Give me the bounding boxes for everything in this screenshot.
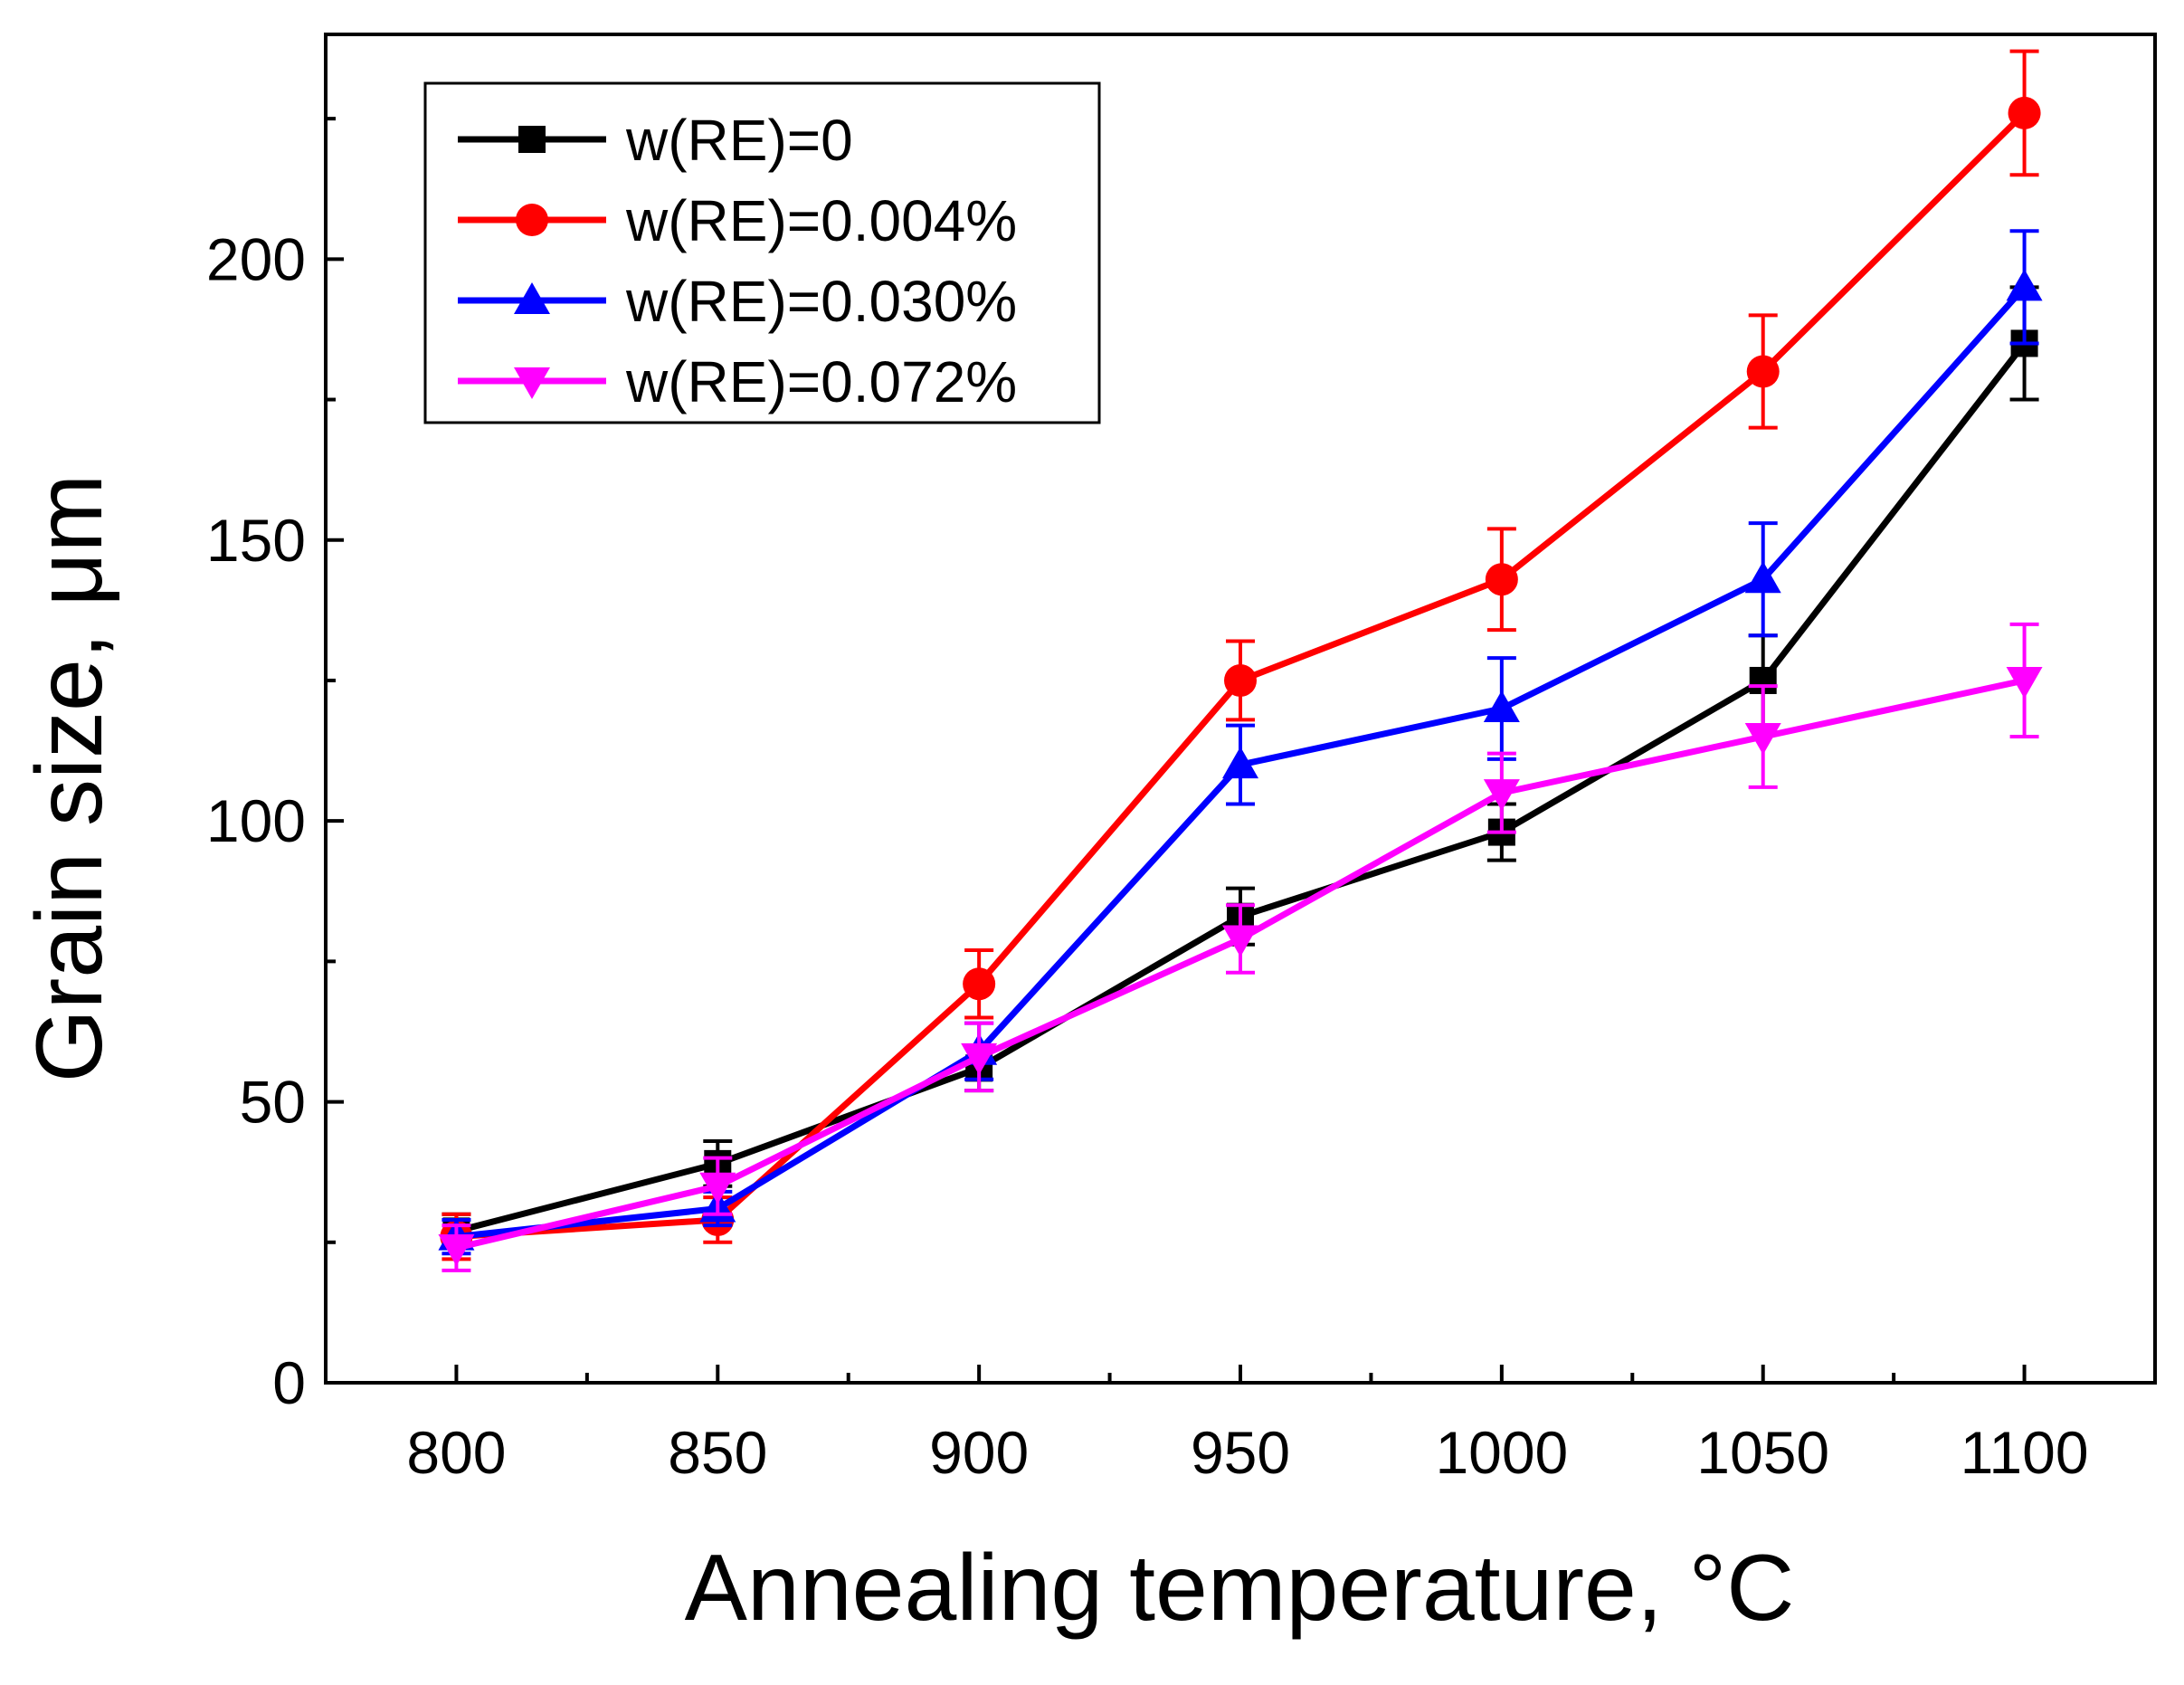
data-point-3-3 (1222, 925, 1258, 957)
data-point-3-0 (438, 1234, 475, 1266)
data-point-1-2 (963, 967, 996, 1001)
y-tick-label-0: 0 (272, 1349, 306, 1416)
x-tick-label-6: 1100 (1961, 1419, 2089, 1486)
legend-label-3: w(RE)=0.072% (625, 349, 1017, 414)
x-tick-label-3: 950 (1191, 1419, 1290, 1486)
y-tick-label-2: 100 (206, 787, 306, 854)
legend: w(RE)=0 w(RE)=0.004% w(RE)=0.030% w(RE)=0.0… (423, 81, 1101, 424)
y-tick-label-1: 50 (240, 1069, 306, 1136)
data-point-2-6 (2006, 269, 2043, 301)
series-layer (438, 49, 2043, 1272)
legend-marker-1 (516, 204, 548, 236)
data-point-1-6 (2008, 96, 2041, 129)
x-tick-label-4: 1000 (1435, 1419, 1568, 1486)
data-point-2-5 (1744, 561, 1781, 594)
x-tick-label-0: 800 (406, 1419, 506, 1486)
data-point-3-5 (1744, 723, 1781, 756)
y-tick-label-4: 200 (206, 225, 306, 292)
legend-entry-0: w(RE)=0 (458, 108, 853, 173)
x-axis-title: Annealing temperature, °C (685, 1536, 1795, 1641)
legend-marker-0 (518, 126, 546, 153)
x-tick-label-5: 1050 (1696, 1419, 1829, 1486)
legend-marker-3 (514, 367, 550, 399)
data-point-1-5 (1746, 355, 1780, 388)
legend-entry-3: w(RE)=0.072% (458, 349, 1017, 414)
legend-label-2: w(RE)=0.030% (625, 269, 1017, 334)
legend-entry-1: w(RE)=0.004% (458, 188, 1017, 253)
legend-entry-2: w(RE)=0.030% (458, 269, 1017, 334)
y-axis-title: Grain size, μm (17, 474, 122, 1083)
data-point-1-4 (1485, 563, 1518, 596)
x-tick-label-2: 900 (929, 1419, 1029, 1486)
legend-label-1: w(RE)=0.004% (625, 188, 1017, 253)
series-3 (438, 622, 2043, 1272)
data-point-1-3 (1224, 663, 1257, 697)
data-point-3-4 (1483, 779, 1520, 812)
data-point-3-2 (961, 1042, 998, 1075)
y-tick-label-3: 150 (206, 507, 306, 574)
legend-marker-2 (514, 282, 550, 314)
axis-layer: 800 850 900 950 1000 1050 1100 0 50 100 150 200 (206, 33, 2157, 1486)
data-point-3-6 (2006, 666, 2043, 699)
x-tick-label-1: 850 (668, 1419, 767, 1486)
data-point-2-3 (1222, 747, 1258, 779)
data-point-2-4 (1483, 690, 1520, 722)
data-point-3-1 (699, 1172, 736, 1204)
legend-label-0: w(RE)=0 (625, 108, 853, 173)
